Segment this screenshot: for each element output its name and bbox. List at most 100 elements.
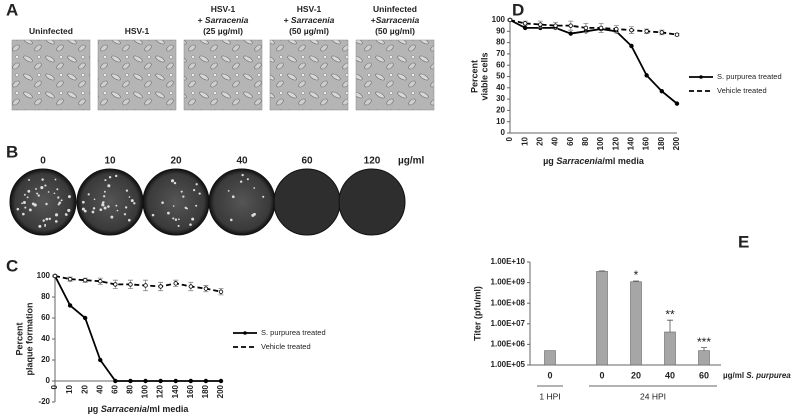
x-tick-label: 20 [535,136,544,145]
plaque [178,218,180,221]
image-caption: (25 µg/ml) [203,26,243,36]
significance-mark: *** [697,335,711,349]
image-caption: HSV-1 [297,4,322,14]
data-point [568,31,573,36]
plaque [44,184,47,187]
data-point [674,32,680,37]
x-tick-label: 0 [505,136,514,141]
y-tick-label: 1.00E+07 [491,319,526,328]
x-tick-label: 200 [672,136,681,150]
text-segment: + [371,15,376,25]
plaque [104,179,107,182]
plaque [47,191,50,193]
plaque [170,179,175,183]
plaque-plate [208,168,276,236]
x-tick-label: 160 [186,384,195,398]
plaque [172,217,175,220]
plaque-plate [142,168,210,236]
plaque [54,213,59,217]
plaque [65,213,68,216]
y-tick-label: 90 [496,26,505,35]
data-point [98,279,103,284]
x-tick-label: 80 [126,384,135,393]
plaque [91,210,95,214]
x-tick-label: 40 [665,370,675,380]
data-point [203,378,209,384]
x-tick-label: 140 [171,384,180,398]
plaque [58,201,62,205]
y-axis-label: Percent [14,322,24,355]
plaque [180,190,183,193]
group-label: 1 HPI [539,391,560,401]
plaque [110,215,114,219]
plaque [101,203,105,207]
plaque [124,206,128,209]
image-caption: + Sarracenia [198,15,249,25]
y-tick-label: 60 [41,313,50,322]
plaque [45,217,49,221]
plaque [44,225,46,227]
x-tick-label: 100 [141,384,150,398]
legend-marker [699,75,703,79]
data-point [52,273,58,279]
plaque [16,207,20,211]
data-point [568,23,573,28]
plaque [22,201,26,204]
plaque-plate [9,168,77,236]
y-tick-label: 80 [41,292,50,301]
series-line [54,275,222,293]
data-point [507,17,513,23]
plaque [42,219,45,222]
data-point [143,283,148,288]
plaque [38,224,42,228]
data-point [173,378,178,384]
y-axis-label: viable cells [479,52,489,100]
y-tick-label: 80 [496,38,505,47]
data-point [188,284,194,289]
plaque [107,205,110,208]
error-bar [701,347,707,351]
plaque [172,205,175,207]
plaque [54,178,57,181]
y-tick-label: 1.00E+06 [491,340,526,349]
text-segment: Sarracenia [205,15,249,25]
panel-label: A [6,0,18,19]
text-segment: (25 µg/ml) [203,26,243,36]
bar [698,350,710,366]
plaque [262,195,265,198]
plaque [23,193,26,196]
data-point [644,29,649,34]
plaque [82,200,85,204]
x-tick-label: 10 [520,136,529,145]
series-line [509,19,678,105]
plaque [57,196,60,199]
y-axis-label: Titer (pfu/ml) [472,286,482,341]
data-point [82,315,88,321]
image-caption: +Sarracenia [371,15,420,25]
text-segment: Uninfected [29,26,73,36]
plaque [99,208,103,212]
plaque [24,206,27,209]
plaque [60,199,63,202]
plaque [26,196,29,199]
data-point [629,27,634,33]
plaque [103,195,106,198]
data-point [538,22,543,27]
y-tick-label: 1.00E+10 [491,257,526,266]
y-tick-label: 0 [46,376,51,385]
data-point [522,25,528,31]
plaque [195,204,198,207]
plaque [67,208,71,212]
y-tick-label: 30 [496,94,505,103]
x-axis-label: µg/ml S. purpurea [723,371,791,380]
micrograph [97,39,177,111]
plaque [114,174,118,178]
text-segment: + [198,15,205,25]
plaque [173,181,177,185]
text-segment: HSV-1 [125,26,150,36]
y-tick-label: 100 [37,271,51,280]
data-point [659,88,665,94]
plaque [45,202,48,206]
plaque [174,218,178,221]
